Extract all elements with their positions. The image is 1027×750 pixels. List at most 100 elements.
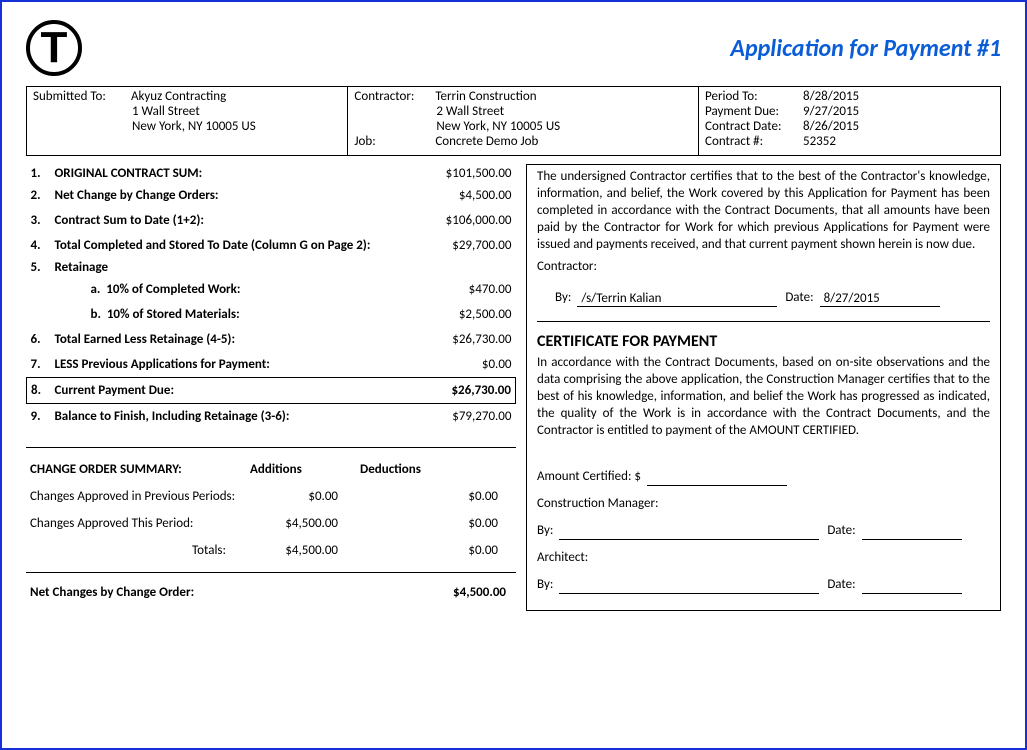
contract-date-label: Contract Date: [705, 119, 800, 134]
contractor-sig-label: Contractor: [537, 259, 990, 276]
change-order-table: CHANGE ORDER SUMMARY: Additions Deductio… [26, 456, 516, 564]
co-additions-header: Additions [246, 456, 356, 483]
co-this-add: $4,500.00 [246, 510, 356, 537]
certification-para2: In accordance with the Contract Document… [537, 355, 990, 439]
row-num: 9. [27, 404, 51, 430]
net-change-value: $4,500.00 [453, 585, 506, 600]
left-column: 1.ORIGINAL CONTRACT SUM:$101,500.00 2.Ne… [26, 164, 516, 611]
row-num: 1. [27, 164, 51, 183]
submitted-to-cell: Submitted To: Akyuz Contracting 1 Wall S… [27, 87, 348, 156]
certificate-box: CERTIFICATE FOR PAYMENT In accordance wi… [537, 321, 990, 594]
summary-table: 1.ORIGINAL CONTRACT SUM:$101,500.00 2.Ne… [26, 164, 516, 429]
row-num: 2. [27, 183, 51, 208]
by-label: By: [537, 290, 577, 307]
current-payment-row: 8.Current Payment Due:$26,730.00 [27, 378, 516, 404]
payment-due-label: Payment Due: [705, 104, 800, 119]
contract-date-value: 8/26/2015 [803, 119, 859, 134]
row-value: $470.00 [406, 277, 516, 302]
period-to-value: 8/28/2015 [803, 89, 859, 104]
construction-manager-label: Construction Manager: [537, 496, 990, 513]
row-num: 7. [27, 352, 51, 378]
date-label: Date: [785, 290, 819, 307]
row-label: Balance to Finish, Including Retainage (… [51, 404, 406, 430]
contract-num-label: Contract #: [705, 134, 800, 149]
arch-date-field[interactable] [862, 578, 962, 594]
row-label: a. 10% of Completed Work: [51, 277, 406, 302]
row-value: $26,730.00 [406, 378, 516, 404]
row-value: $26,730.00 [406, 327, 516, 352]
row-label: Retainage [51, 258, 406, 277]
payment-due-value: 9/27/2015 [803, 104, 859, 119]
row-value: $106,000.00 [406, 208, 516, 233]
contractor-addr2: New York, NY 10005 US [354, 119, 692, 134]
row-label: ORIGINAL CONTRACT SUM: [51, 164, 406, 183]
right-column: The undersigned Contractor certifies tha… [526, 164, 1001, 611]
co-totals-label: Totals: [26, 537, 246, 564]
cm-date-field[interactable] [862, 524, 962, 540]
architect-label: Architect: [537, 550, 990, 567]
co-this-label: Changes Approved This Period: [26, 510, 246, 537]
row-label: Net Change by Change Orders: [51, 183, 406, 208]
arch-by-field[interactable] [559, 578, 819, 594]
row-label: Contract Sum to Date (1+2): [51, 208, 406, 233]
row-num: 4. [27, 233, 51, 258]
contract-num-value: 52352 [803, 134, 836, 149]
net-change-label: Net Changes by Change Order: [30, 585, 194, 600]
co-prev-ded: $0.00 [356, 483, 516, 510]
row-num: 5. [27, 258, 51, 277]
cm-by-field[interactable] [559, 524, 819, 540]
contractor-label: Contractor: [354, 89, 432, 104]
row-num: 6. [27, 327, 51, 352]
header-row: T Application for Payment #1 [26, 20, 1001, 76]
certificate-title: CERTIFICATE FOR PAYMENT [537, 332, 990, 353]
by-signature-field[interactable]: /s/Terrin Kalian [577, 291, 777, 307]
amount-certified-field[interactable] [647, 470, 787, 486]
arch-by-label: By: [537, 577, 559, 594]
row-value: $29,700.00 [406, 233, 516, 258]
row-num: 3. [27, 208, 51, 233]
row-label: Total Completed and Stored To Date (Colu… [51, 233, 406, 258]
submitted-to-label: Submitted To: [33, 89, 128, 104]
submitted-to-name: Akyuz Contracting [131, 89, 226, 104]
row-label: Current Payment Due: [51, 378, 406, 404]
period-cell: Period To: 8/28/2015 Payment Due: 9/27/2… [699, 87, 1001, 156]
period-to-label: Period To: [705, 89, 800, 104]
co-totals-ded: $0.00 [356, 537, 516, 564]
row-num: 8. [27, 378, 51, 404]
job-name: Concrete Demo Job [435, 134, 538, 149]
contractor-name: Terrin Construction [435, 89, 536, 104]
page-container: T Application for Payment #1 Submitted T… [0, 0, 1027, 750]
net-change-row: Net Changes by Change Order: $4,500.00 [26, 581, 516, 604]
co-prev-label: Changes Approved in Previous Periods: [26, 483, 246, 510]
row-value: $0.00 [406, 352, 516, 378]
co-totals-add: $4,500.00 [246, 537, 356, 564]
header-info-table: Submitted To: Akyuz Contracting 1 Wall S… [26, 86, 1001, 156]
co-this-ded: $0.00 [356, 510, 516, 537]
document-title: Application for Payment #1 [730, 34, 1001, 63]
contractor-cell: Contractor: Terrin Construction 2 Wall S… [348, 87, 699, 156]
logo-icon: T [26, 20, 82, 76]
co-title: CHANGE ORDER SUMMARY: [26, 456, 246, 483]
row-value: $2,500.00 [406, 302, 516, 327]
co-prev-add: $0.00 [246, 483, 356, 510]
row-label: LESS Previous Applications for Payment: [51, 352, 406, 378]
certification-para1: The undersigned Contractor certifies tha… [537, 169, 990, 253]
date-signature-field[interactable]: 8/27/2015 [820, 291, 940, 307]
amount-certified-label: Amount Certified: $ [537, 469, 647, 486]
submitted-to-addr1: 1 Wall Street [33, 104, 341, 119]
row-value: $101,500.00 [406, 164, 516, 183]
main-columns: 1.ORIGINAL CONTRACT SUM:$101,500.00 2.Ne… [26, 164, 1001, 611]
cm-by-label: By: [537, 523, 559, 540]
row-label: Total Earned Less Retainage (4-5): [51, 327, 406, 352]
row-value: $4,500.00 [406, 183, 516, 208]
submitted-to-addr2: New York, NY 10005 US [33, 119, 341, 134]
job-label: Job: [354, 134, 432, 149]
cm-date-label: Date: [827, 523, 861, 540]
row-value: $79,270.00 [406, 404, 516, 430]
arch-date-label: Date: [827, 577, 861, 594]
co-deductions-header: Deductions [356, 456, 516, 483]
change-order-summary: CHANGE ORDER SUMMARY: Additions Deductio… [26, 447, 516, 573]
row-label: b. 10% of Stored Materials: [51, 302, 406, 327]
logo-letter: T [41, 26, 68, 70]
contractor-addr1: 2 Wall Street [354, 104, 692, 119]
